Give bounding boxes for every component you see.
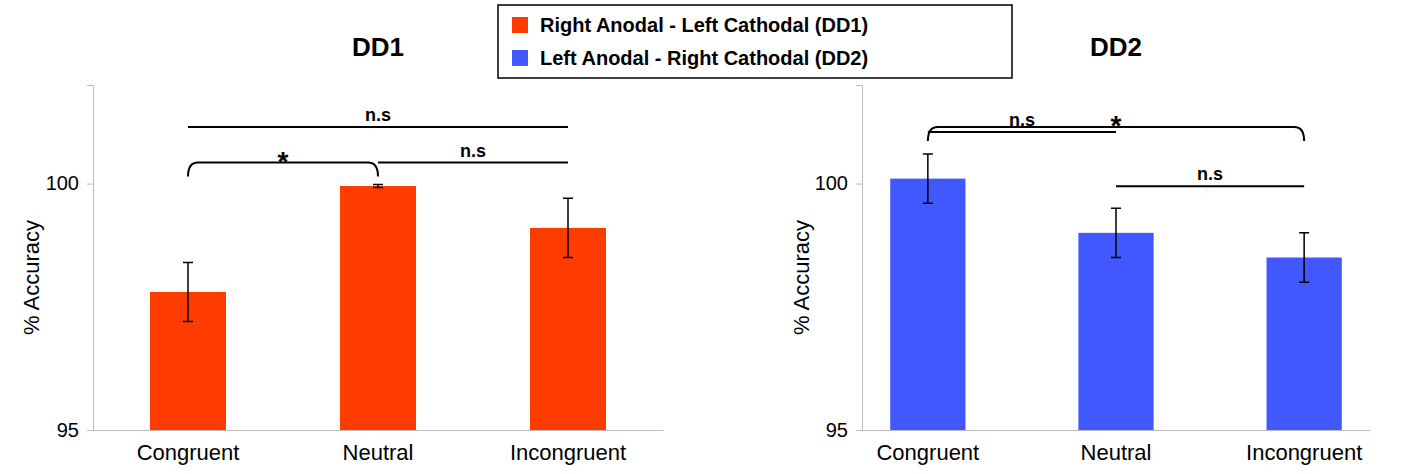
y-tick-mark [87,430,93,431]
y-tick: 95 [826,419,862,441]
error-bar-line [373,185,383,188]
x-tick: Neutral [343,430,414,465]
plot-area [890,154,1342,430]
x-tick-label: Neutral [343,440,414,465]
comparison-label: n.s [1197,164,1223,184]
y-tick: 100 [46,172,93,194]
x-tick: Congruent [876,430,979,465]
error-bar-line [1111,208,1121,257]
legend-box [498,5,1012,78]
y-tick: 95 [57,419,93,441]
x-axis: Congruent Neutral Incongruent [863,430,1371,465]
panel: DD1 % Accuracy 95 100 Congruent Neutral Incong… [19,32,664,465]
comparison-label: * [278,146,289,177]
x-tick: Neutral [1081,430,1152,465]
legend-label: Right Anodal - Left Cathodal (DD1) [540,14,868,36]
error-bar [563,198,573,257]
comparisons: * n.s n.s [188,105,568,177]
y-tick-mark [856,184,862,185]
error-bar-line [1299,233,1309,282]
error-bar-line [563,198,573,257]
chart-title: DD1 [352,32,404,62]
legend-swatch [512,50,528,66]
comparison-bracket [928,131,1116,133]
y-axis-title: % Accuracy [789,220,814,335]
x-tick-label: Incongruent [510,440,626,465]
y-axis-line [87,86,94,431]
x-axis: Congruent Neutral Incongruent [94,430,664,465]
chart-title: DD2 [1090,32,1142,62]
legend-swatch [512,17,528,33]
x-tick-label: Neutral [1081,440,1152,465]
error-bar [183,262,193,321]
bar [1267,258,1342,431]
comparisons: n.sn.s* [928,110,1304,186]
y-tick-mark [856,430,862,431]
x-tick-label: Incongruent [1246,440,1362,465]
x-tick: Incongruent [510,430,626,465]
y-axis-title: % Accuracy [19,220,44,335]
y-tick: 100 [815,172,862,194]
comparison-label: * [1111,110,1122,141]
y-tick-label: 95 [57,419,79,441]
bar [1078,233,1153,430]
y-axis: 95 100 [46,86,94,441]
comparison-label: n.s [460,141,486,161]
error-bar [1111,208,1121,257]
y-tick-label: 100 [46,172,79,194]
plot-area [150,185,606,430]
x-tick: Incongruent [1246,430,1362,465]
y-axis-line [856,86,863,431]
error-bar [373,185,383,188]
comparison-bracket [1116,185,1304,187]
y-tick-label: 95 [826,419,848,441]
x-axis-line [94,430,664,431]
y-tick-label: 100 [815,172,848,194]
panel: DD2 % Accuracy 95 100 Congruent Neutral Incong… [789,32,1371,465]
x-axis-line [863,430,1371,431]
bar [340,186,416,430]
comparison-bracket [188,126,568,128]
error-bar [1299,233,1309,282]
error-bar-line [923,154,933,203]
legend: Right Anodal - Left Cathodal (DD1) Left A… [498,5,1012,78]
comparison-bracket [378,162,568,164]
bar [890,179,965,430]
y-tick-mark [87,184,93,185]
y-axis: 95 100 [815,86,863,441]
x-tick: Congruent [137,430,240,465]
error-bar-line [183,262,193,321]
x-tick-label: Congruent [876,440,979,465]
legend-label: Left Anodal - Right Cathodal (DD2) [540,47,868,69]
chart-root: DD1 % Accuracy 95 100 Congruent Neutral Incong… [0,0,1412,474]
error-bar [923,154,933,203]
comparison-label: n.s [365,105,391,125]
x-tick-label: Congruent [137,440,240,465]
